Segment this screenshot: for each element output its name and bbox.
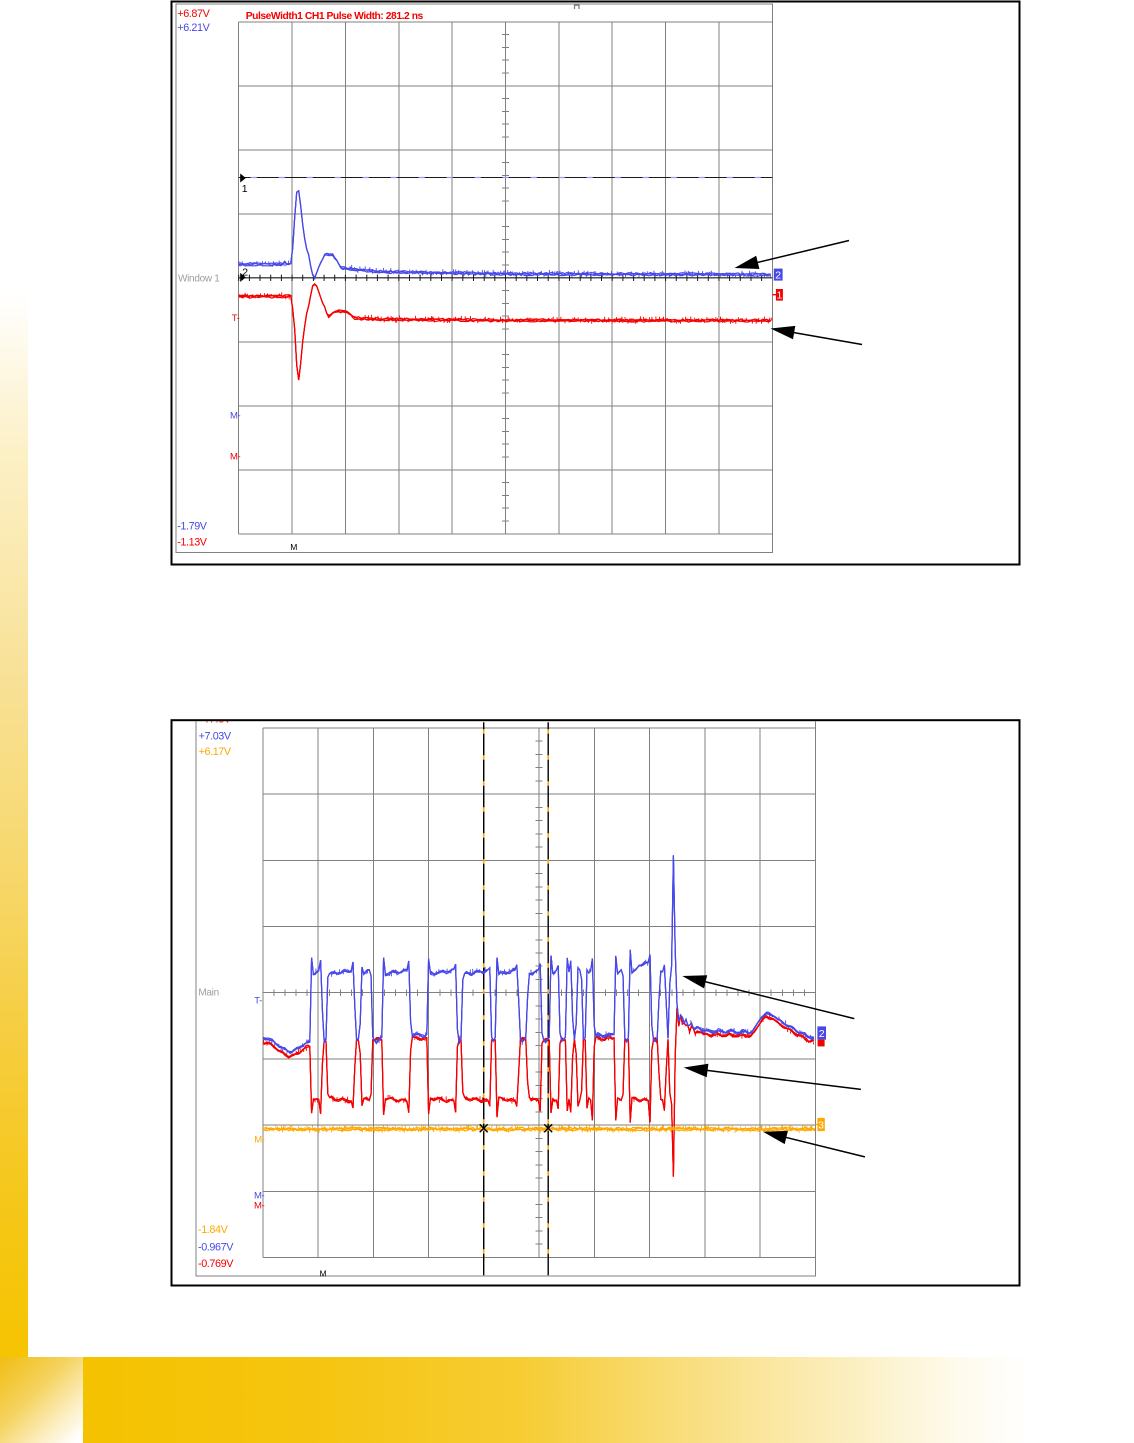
svg-text:M: M [290, 542, 297, 552]
svg-text:M: M [320, 1269, 327, 1279]
svg-text:+6.17V: +6.17V [199, 746, 232, 758]
svg-text:-1.13V: -1.13V [177, 536, 208, 548]
svg-text:M-: M- [254, 1190, 265, 1201]
svg-text:1: 1 [242, 183, 248, 195]
svg-text:M-: M- [254, 1134, 265, 1145]
svg-text:3: 3 [818, 1120, 824, 1132]
svg-text:+7.48V: +7.48V [199, 714, 232, 726]
svg-text:+6.87V: +6.87V [177, 8, 210, 20]
svg-text:-1.79V: -1.79V [177, 520, 208, 532]
svg-text:M-: M- [254, 1201, 265, 1212]
svg-text:Window 1: Window 1 [178, 273, 220, 284]
svg-text:T-: T- [232, 313, 240, 324]
svg-text:-0.769V: -0.769V [198, 1258, 234, 1270]
svg-text:-1.84V: -1.84V [198, 1224, 229, 1236]
svg-text:-0.967V: -0.967V [198, 1241, 234, 1253]
svg-text:1: 1 [776, 289, 782, 301]
svg-text:Main: Main [198, 988, 218, 999]
svg-text:+7.03V: +7.03V [199, 731, 232, 743]
svg-text:PulseWidth1 CH1 Pulse Width: 2: PulseWidth1 CH1 Pulse Width: 281.2 ns [246, 11, 424, 22]
svg-text:M-: M- [230, 452, 241, 463]
svg-text:2: 2 [242, 267, 248, 279]
svg-text:T-: T- [254, 995, 262, 1006]
svg-text:2: 2 [775, 269, 781, 281]
svg-text:M-: M- [230, 410, 241, 421]
svg-text:+6.21V: +6.21V [177, 22, 210, 34]
svg-text:2: 2 [819, 1028, 825, 1040]
